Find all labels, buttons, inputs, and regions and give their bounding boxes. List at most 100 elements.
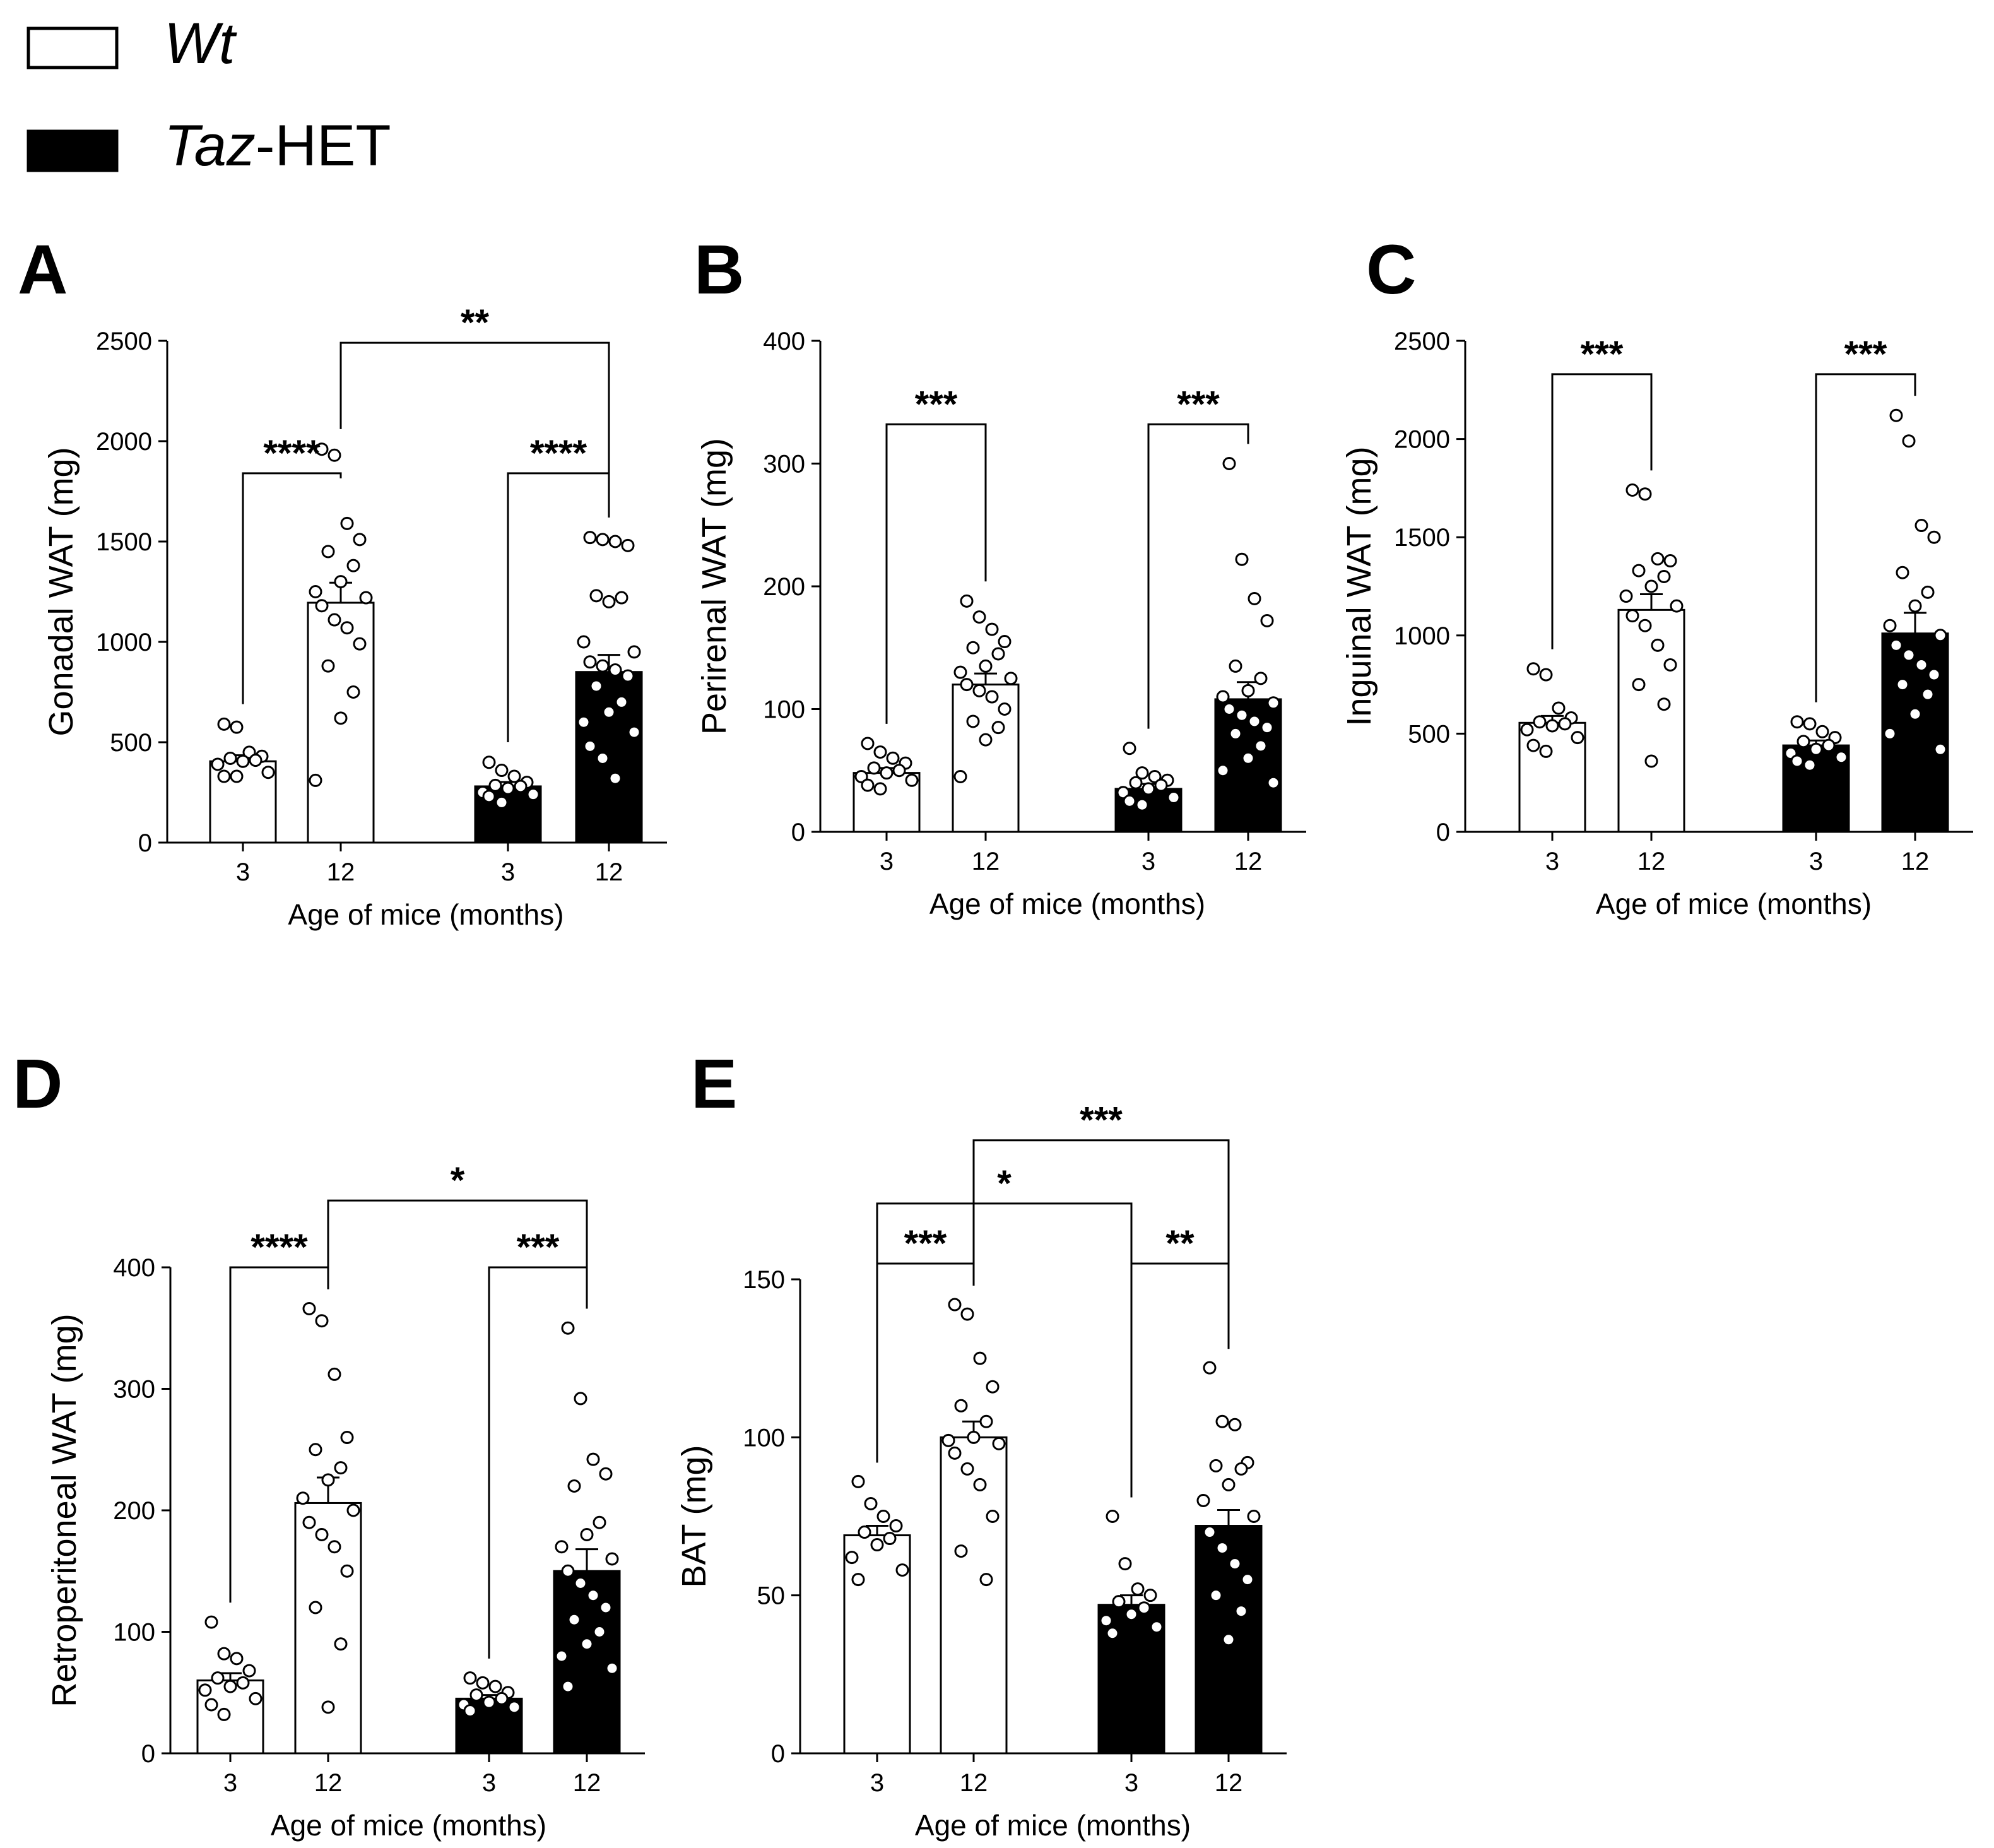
significance-label: * xyxy=(997,1163,1012,1204)
y-tick-label: 1500 xyxy=(96,528,152,556)
panel-d: D 0 100 200 300 400 3 12 3 12 Age of mice (months)… xyxy=(13,1045,645,1842)
y-tick-label: 100 xyxy=(763,696,805,724)
data-point xyxy=(561,1564,575,1578)
data-point xyxy=(627,645,641,659)
y-tick-label: 500 xyxy=(1408,720,1450,748)
data-point xyxy=(1196,1493,1210,1507)
data-point xyxy=(1248,714,1261,728)
data-point xyxy=(501,781,515,795)
data-point xyxy=(608,771,622,785)
legend-label-part: Taz xyxy=(164,114,256,178)
legend-label: Taz-HET xyxy=(164,114,391,178)
data-point xyxy=(1815,725,1829,738)
data-point xyxy=(854,769,868,783)
significance-bracket xyxy=(242,472,342,704)
y-tick-label: 0 xyxy=(141,1740,155,1768)
data-point xyxy=(1663,658,1677,672)
y-tick-label: 400 xyxy=(763,328,805,355)
significance-label: *** xyxy=(1177,384,1220,425)
data-point xyxy=(876,1510,890,1523)
data-point xyxy=(526,788,540,802)
data-point xyxy=(593,1625,606,1638)
data-point xyxy=(1803,717,1817,731)
data-point xyxy=(302,1515,316,1529)
data-point xyxy=(217,769,231,783)
legend-label: Wt xyxy=(164,11,237,76)
data-point xyxy=(596,751,610,765)
significance-label: **** xyxy=(530,433,587,474)
data-point xyxy=(1927,530,1941,544)
data-point xyxy=(321,545,335,559)
data-point xyxy=(488,778,502,792)
bar xyxy=(1617,608,1685,833)
data-point xyxy=(889,1519,903,1533)
data-point xyxy=(353,533,367,547)
data-point xyxy=(1571,731,1584,745)
data-point xyxy=(555,1649,569,1663)
data-point xyxy=(979,659,993,673)
data-point xyxy=(1657,697,1671,711)
data-point xyxy=(966,714,980,728)
y-tick-label: 0 xyxy=(1436,819,1450,846)
x-axis-title: Age of mice (months) xyxy=(915,1809,1191,1842)
data-point xyxy=(967,1430,981,1444)
data-point xyxy=(895,1563,909,1577)
data-point xyxy=(1222,702,1236,716)
x-tick-label: 12 xyxy=(1637,848,1666,875)
data-point xyxy=(1203,1361,1217,1375)
data-point xyxy=(864,1496,878,1510)
y-tick-label: 2000 xyxy=(1394,426,1450,454)
data-point xyxy=(346,1503,360,1517)
data-point xyxy=(217,717,231,731)
data-point xyxy=(615,695,628,709)
data-point xyxy=(986,1510,1000,1523)
data-point xyxy=(1235,552,1249,566)
data-point xyxy=(886,751,900,765)
data-point xyxy=(1234,1604,1248,1618)
y-tick-label: 50 xyxy=(757,1582,786,1610)
bar xyxy=(553,1570,621,1755)
data-point xyxy=(979,1573,993,1587)
data-point xyxy=(599,1467,613,1481)
data-point xyxy=(1135,766,1149,780)
data-point xyxy=(1526,662,1540,676)
data-point xyxy=(1254,739,1268,753)
panel-letter: D xyxy=(13,1045,62,1123)
data-point xyxy=(1883,726,1897,740)
data-point xyxy=(861,778,875,792)
data-point xyxy=(315,442,329,456)
y-axis-title: Gonadal WAT (mg) xyxy=(42,447,80,736)
data-point xyxy=(1241,751,1255,765)
data-point xyxy=(998,702,1012,716)
data-point xyxy=(1266,776,1280,790)
x-tick-label: 3 xyxy=(1809,848,1823,875)
x-tick-label: 3 xyxy=(880,848,894,875)
data-point xyxy=(1148,769,1162,783)
data-point xyxy=(627,725,641,739)
data-point xyxy=(1203,1525,1217,1539)
data-point xyxy=(359,591,373,605)
data-point xyxy=(463,1704,477,1718)
data-point xyxy=(979,1414,993,1428)
data-point xyxy=(463,1671,477,1685)
panel-e: E 0 50 100 150 3 12 3 12 Age of mice (months) BAT … xyxy=(675,1045,1287,1842)
data-point xyxy=(1260,613,1274,627)
data-point xyxy=(1896,566,1909,579)
x-tick-label: 12 xyxy=(314,1769,343,1797)
data-point xyxy=(236,754,250,768)
data-point xyxy=(1135,798,1149,812)
data-point xyxy=(858,1525,871,1539)
significance-label: *** xyxy=(517,1227,560,1268)
data-point xyxy=(495,764,509,778)
x-tick-label: 3 xyxy=(482,1769,496,1797)
data-point xyxy=(861,737,875,750)
data-point xyxy=(567,1479,581,1493)
significance-label: *** xyxy=(1581,334,1624,375)
data-point xyxy=(873,745,887,759)
data-point xyxy=(1112,1595,1126,1609)
data-point xyxy=(880,766,894,780)
significance-bracket xyxy=(327,1199,588,1309)
data-point xyxy=(223,1679,237,1693)
y-tick-label: 400 xyxy=(113,1254,155,1282)
data-point xyxy=(261,766,275,779)
